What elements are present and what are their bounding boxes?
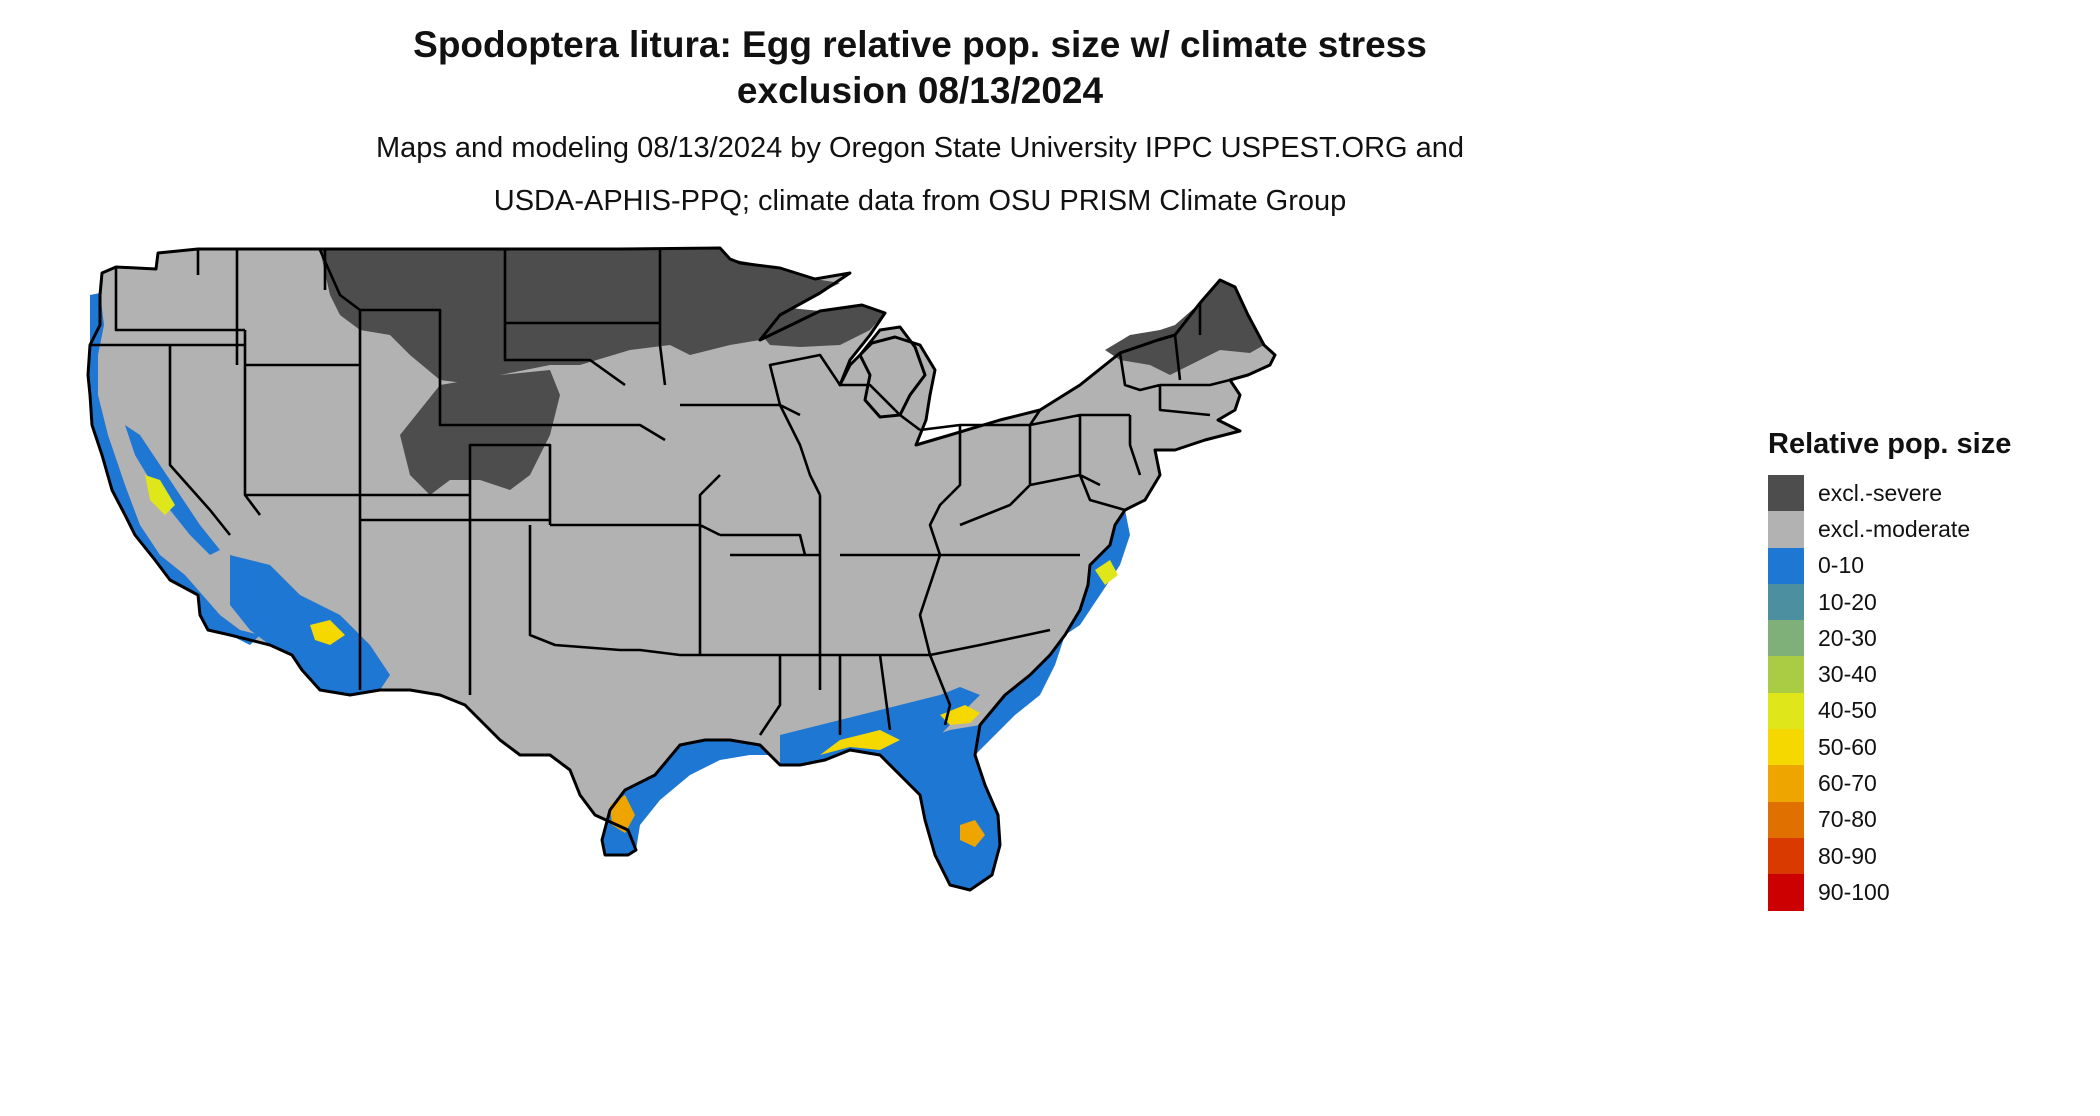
- map-subtitle-line-1: Maps and modeling 08/13/2024 by Oregon S…: [375, 132, 1465, 164]
- legend-label: 30-40: [1818, 661, 1877, 688]
- map-title-line-2: exclusion 08/13/2024: [736, 70, 1104, 111]
- legend-label: 70-80: [1818, 806, 1877, 833]
- title-block: Spodoptera litura: Egg relative pop. siz…: [220, 22, 1620, 220]
- southwest-hotspot: [310, 620, 345, 645]
- legend-swatch: [1768, 729, 1804, 766]
- legend-item: 80-90: [1768, 837, 2088, 875]
- suitable-habitat-zones: [88, 293, 1130, 890]
- north-border-segments: [196, 249, 327, 290]
- legend-swatch: [1768, 874, 1804, 911]
- pacific-coast-zone: [88, 293, 260, 645]
- new-england-severe: [1105, 280, 1264, 375]
- legend-label: excl.-moderate: [1818, 515, 1971, 542]
- legend-item: 60-70: [1768, 765, 2088, 802]
- legend-swatch: [1768, 620, 1804, 657]
- legend-item: 70-80: [1768, 801, 2088, 838]
- legend-swatch: [1768, 765, 1804, 802]
- legend-title: Relative pop. size: [1768, 428, 2012, 460]
- legend-item: 40-50: [1768, 692, 2088, 730]
- legend-swatch: [1768, 837, 1804, 875]
- california-hotspot: [145, 475, 175, 515]
- map-subtitle-line-2: USDA-APHIS-PPQ; climate data from OSU PR…: [493, 185, 1347, 217]
- interior-state-lines: [90, 249, 1231, 736]
- legend-item: 10-20: [1768, 583, 2088, 621]
- legend-label: 50-60: [1818, 733, 1877, 760]
- legend-items: excl.-severe excl.-moderate 0-10 10-20 2…: [1768, 475, 2088, 911]
- legend-swatch: [1768, 547, 1804, 584]
- legend-swatch: [1768, 475, 1804, 512]
- legend-item: 0-10: [1768, 547, 2088, 584]
- legend-swatch: [1768, 801, 1804, 838]
- legend-label: 0-10: [1818, 552, 1865, 579]
- legend-label: excl.-severe: [1818, 479, 1942, 506]
- legend-item: 50-60: [1768, 729, 2088, 766]
- south-texas-zone: [602, 740, 770, 855]
- legend-swatch: [1768, 656, 1804, 693]
- legend-swatch: [1768, 692, 1804, 730]
- legend-label: 80-90: [1818, 842, 1877, 869]
- gulf-hotspot-louisiana: [820, 730, 900, 755]
- us-outline-border: [86, 246, 1277, 892]
- carolina-hotspot: [1095, 560, 1118, 585]
- legend-label: 40-50: [1818, 697, 1877, 724]
- state-borders: [86, 246, 1277, 892]
- legend-swatch: [1768, 511, 1804, 548]
- us-map: [86, 246, 1277, 892]
- legend-label: 10-20: [1818, 588, 1877, 615]
- central-valley-zone: [125, 425, 220, 555]
- legend-item: 90-100: [1768, 874, 2088, 911]
- gulf-hotspot-florida-panhandle: [940, 705, 980, 725]
- legend-item: excl.-severe: [1768, 475, 2088, 512]
- southeast-coast-zone: [880, 635, 1065, 890]
- legend-label: 90-100: [1818, 878, 1890, 905]
- legend-label: 60-70: [1818, 770, 1877, 797]
- legend-item: excl.-moderate: [1768, 511, 2088, 548]
- texas-gulf-zone: [780, 687, 980, 765]
- legend-item: 20-30: [1768, 620, 2088, 657]
- legend-item: 30-40: [1768, 656, 2088, 693]
- south-florida-hotspot: [960, 820, 985, 847]
- map-title-line-1: Spodoptera litura: Egg relative pop. siz…: [413, 24, 1427, 65]
- legend-label: 20-30: [1818, 624, 1877, 651]
- northern-plains-severe: [320, 248, 840, 385]
- legend: Relative pop. size excl.-severe excl.-mo…: [1768, 428, 2088, 911]
- legend-swatch: [1768, 583, 1804, 621]
